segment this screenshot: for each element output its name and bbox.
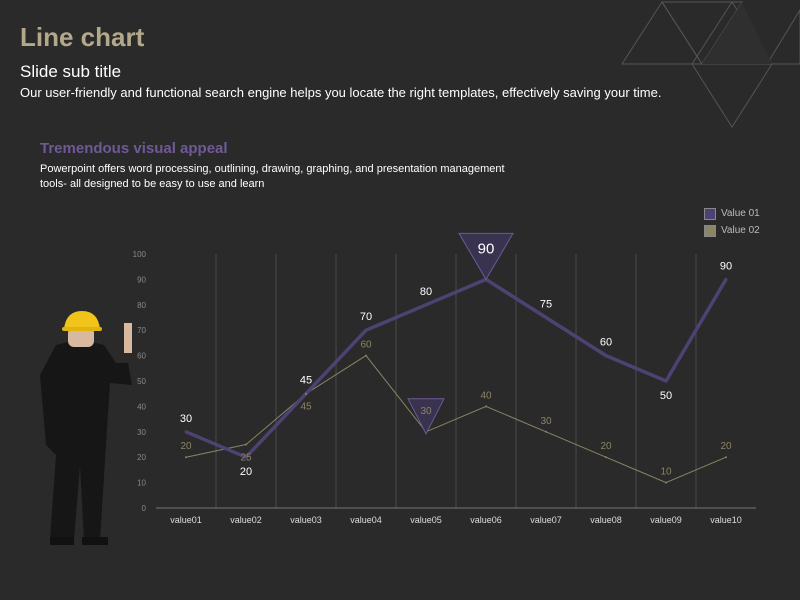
callout-label: 90 [478,240,495,257]
data-label-value01: 20 [240,466,252,478]
data-label-value01: 45 [300,375,312,387]
series-line-value02 [185,354,727,484]
series-point-value01 [424,303,428,307]
data-label-value02: 20 [720,441,732,452]
y-tick-label: 100 [133,250,147,259]
series-point-value02 [605,456,607,459]
series-point-value01 [184,430,188,434]
data-label-value02: 60 [360,340,372,351]
series-point-value02 [305,392,307,395]
data-label-value02: 30 [540,416,552,427]
series-point-value01 [244,455,248,459]
series-point-value01 [664,379,668,383]
data-label-value01: 80 [420,286,432,298]
series-point-value02 [185,456,187,459]
y-tick-label: 10 [137,479,146,488]
legend-label-series2: Value 02 [721,225,760,236]
slide-title: Line chart [20,22,145,52]
series-point-value01 [604,354,608,358]
data-label-value01: 30 [180,413,192,425]
series-point-value02 [245,443,247,446]
slide-subtitle: Slide sub title [20,62,122,81]
series-point-value02 [365,354,367,357]
legend-swatch-series1 [704,207,716,220]
y-tick-label: 80 [137,301,146,310]
legend-label-series1: Value 01 [721,208,760,219]
y-tick-label: 90 [137,275,146,284]
data-label-value02: 20 [600,441,612,452]
slide-description: Our user-friendly and functional search … [20,85,662,100]
data-label-value02: 10 [660,467,672,478]
data-label-value02: 20 [180,441,192,452]
series-point-value01 [364,328,368,332]
data-label-value01: 90 [720,260,732,272]
y-tick-label: 40 [137,402,146,411]
callout-triangle [407,398,445,435]
x-tick-label: value05 [410,515,442,525]
data-label-value02: 25 [240,453,252,464]
series-point-value02 [545,430,547,433]
y-tick-label: 60 [137,352,146,361]
x-tick-label: value03 [290,515,322,525]
section-title: Tremendous visual appeal [40,140,228,157]
series-point-value01 [724,277,728,281]
legend-swatch-series2 [704,224,716,237]
y-tick-label: 70 [137,326,146,335]
data-label-value01: 70 [360,311,372,323]
series-point-value02 [665,481,667,484]
y-tick-label: 0 [142,504,147,513]
callout-label: 30 [420,406,432,417]
y-tick-label: 30 [137,428,146,437]
x-tick-label: value10 [710,515,742,525]
legend-item-series1: Value 01 [704,205,760,222]
data-label-value01: 50 [660,390,672,402]
data-label-value01: 75 [540,299,552,311]
x-tick-label: value04 [350,515,382,525]
callout-triangle [458,232,514,281]
x-tick-label: value08 [590,515,622,525]
y-tick-label: 50 [137,377,146,386]
x-tick-label: value07 [530,515,562,525]
series-line-value01 [185,277,728,459]
series-point-value02 [725,456,727,459]
x-tick-label: value06 [470,515,502,525]
data-label-value01: 60 [600,337,612,349]
x-tick-label: value02 [230,515,262,525]
legend-item-series2: Value 02 [704,222,760,239]
series-point-value01 [544,316,548,319]
chart-legend: Value 01 Value 02 [704,205,760,239]
series-point-value02 [485,405,487,408]
data-label-value02: 40 [480,390,492,401]
section-body: Powerpoint offers word processing, outli… [40,163,505,190]
data-label-value02: 45 [300,402,312,413]
x-tick-label: value09 [650,515,682,525]
x-tick-label: value01 [170,515,202,525]
y-tick-label: 20 [137,453,146,462]
engineer-figure [40,311,132,545]
